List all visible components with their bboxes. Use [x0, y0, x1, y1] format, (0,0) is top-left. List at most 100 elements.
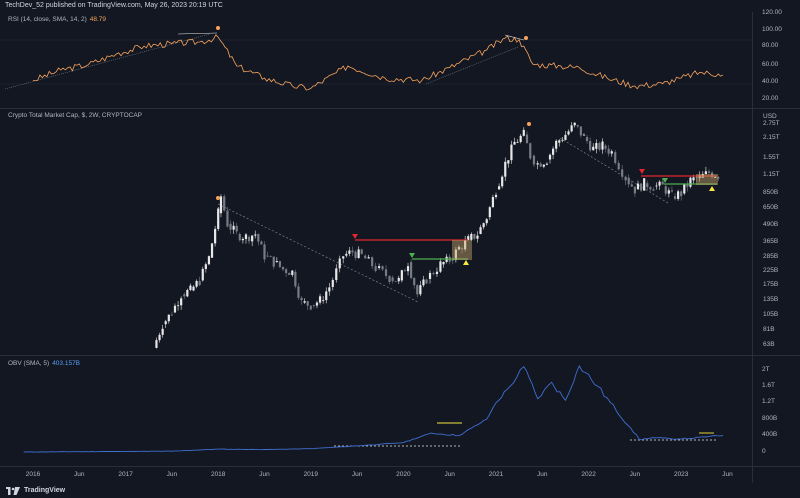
rsi-panel: RSI (14, close, SMA, 14, 2) 48.79 120.00 … — [0, 9, 800, 108]
candle-body — [704, 171, 707, 175]
price-tick: 365B — [763, 238, 779, 246]
rsi-label: RSI (14, close, SMA, 14, 2) 48.79 — [8, 16, 107, 23]
pane-divider — [0, 108, 800, 109]
candle-body — [464, 239, 467, 250]
candle-body — [425, 279, 428, 284]
candle-body — [460, 248, 464, 250]
candle-body — [428, 272, 432, 279]
candle-body — [318, 296, 322, 303]
candle-body — [351, 250, 354, 253]
rsi-trendline-1 — [4, 33, 211, 90]
candle-body — [201, 268, 204, 281]
candle-body — [552, 148, 555, 155]
price-chart — [155, 122, 720, 349]
candle-body — [328, 287, 331, 292]
rsi-value: 48.79 — [89, 16, 107, 23]
candle-body — [482, 223, 485, 228]
rsi-divergence-1 — [177, 32, 218, 35]
candle-body — [413, 277, 416, 286]
time-tick: 2023 — [673, 471, 689, 478]
candle-body — [348, 250, 351, 254]
candle-body — [406, 266, 410, 272]
candle-body — [281, 266, 285, 270]
price-tick: 135B — [763, 296, 779, 304]
candle-body — [217, 208, 220, 229]
time-tick: Jun — [74, 471, 85, 478]
candle-body — [585, 137, 589, 142]
axis-corner — [752, 467, 800, 483]
candle-body — [394, 281, 397, 282]
candle-body — [558, 140, 561, 143]
candle-body — [643, 178, 646, 191]
obv-tick: 400B — [762, 431, 778, 438]
candle-body — [226, 210, 229, 227]
candle-body — [510, 144, 513, 161]
candle-body — [488, 207, 491, 218]
rsi-tick: 100.00 — [762, 26, 782, 33]
candle-body — [604, 145, 607, 149]
time-tick: 2021 — [488, 471, 504, 478]
candle-body — [263, 244, 266, 260]
candle-body — [689, 177, 692, 187]
candle-body — [673, 196, 677, 199]
candle-body — [473, 233, 476, 239]
candle-body — [564, 134, 567, 140]
candle-body — [285, 269, 288, 274]
candle-body — [391, 277, 394, 282]
rsi-chart — [0, 26, 752, 91]
tradingview-brand: TradingView — [24, 487, 66, 494]
candle-body — [479, 227, 482, 235]
candle-body — [595, 143, 598, 149]
candle-body — [269, 256, 272, 257]
candle-body — [457, 246, 461, 250]
price-peak-marker-2 — [527, 122, 531, 126]
candle-body — [186, 289, 189, 297]
rsi-axis: 120.00 100.00 80.00 60.00 40.00 20.00 — [752, 9, 800, 108]
candle-body — [288, 273, 291, 275]
candle-body — [532, 155, 536, 165]
candle-body — [238, 234, 241, 241]
candle-body — [306, 301, 309, 306]
candle-body — [322, 300, 325, 301]
candle-body — [335, 268, 338, 281]
candle-body — [573, 122, 576, 126]
price-currency: USD — [763, 113, 777, 120]
price-tick: 81B — [763, 326, 775, 334]
candle-body — [260, 241, 263, 245]
candle-body — [210, 243, 214, 258]
time-tick: Jun — [722, 471, 733, 478]
rsi-line — [32, 34, 724, 91]
price-tick: 650B — [763, 204, 779, 212]
candle-body — [439, 261, 442, 272]
candle-body — [607, 148, 610, 154]
price-peak-marker-1 — [216, 196, 220, 200]
resistance-marker-1 — [352, 234, 358, 239]
time-tick: 2017 — [118, 471, 133, 478]
candle-body — [454, 249, 457, 261]
obv-line — [23, 364, 723, 453]
candle-body — [315, 302, 319, 306]
resistance-marker-2 — [639, 169, 645, 174]
candle-body — [485, 219, 488, 224]
candle-body — [507, 160, 510, 164]
candle-body — [610, 151, 613, 154]
candle-body — [272, 256, 275, 267]
candle-body — [275, 261, 278, 263]
candle-body — [381, 266, 384, 270]
obv-panel: OBV (SMA, 5) 403.157B 2T 1.6T 1.2T 800B 4… — [0, 356, 800, 466]
candle-body — [207, 256, 211, 265]
candle-body — [529, 143, 532, 159]
candle-body — [257, 234, 260, 242]
price-label: Crypto Total Market Cap, $, 2W, CRYPTOCA… — [8, 112, 143, 119]
time-tick: Jun — [351, 471, 363, 478]
footer: TradingView — [0, 484, 800, 498]
candle-body — [247, 236, 251, 242]
candle-body — [639, 183, 643, 191]
candle-body — [717, 176, 720, 179]
time-tick: Jun — [629, 471, 641, 478]
obv-tick: 1.6T — [762, 382, 776, 389]
rsi-divergence-2 — [504, 34, 525, 41]
candle-body — [241, 238, 244, 241]
time-tick: 2018 — [210, 471, 226, 478]
candle-body — [592, 146, 595, 151]
